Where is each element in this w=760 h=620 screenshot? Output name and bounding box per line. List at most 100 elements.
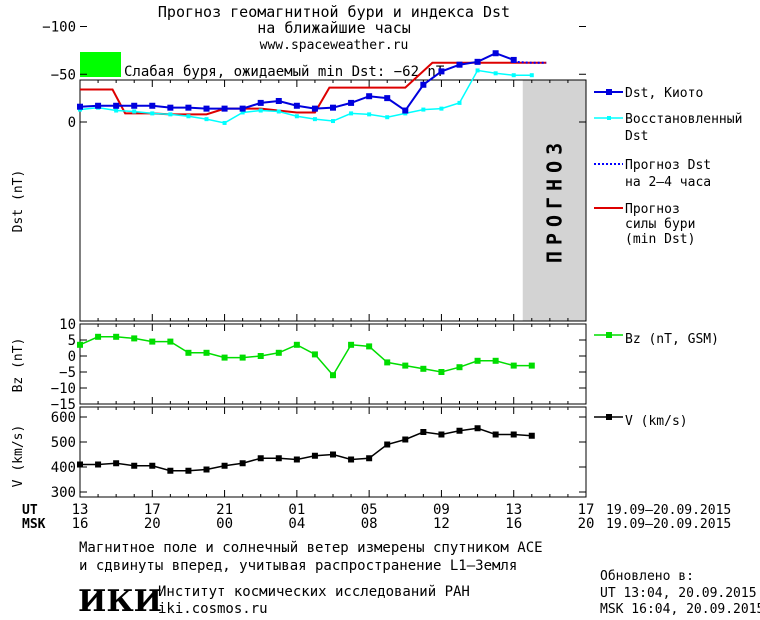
bz-point	[167, 338, 174, 345]
restored-dst-point	[150, 111, 155, 116]
y-tick-label: 0	[68, 349, 76, 365]
v-point	[528, 432, 535, 439]
v-point	[402, 436, 409, 443]
bz-point	[492, 357, 499, 364]
y-tick-label: −15	[51, 397, 76, 413]
v-point	[239, 460, 246, 467]
bz-point	[366, 343, 373, 350]
iki-logo: ИКИ	[78, 584, 162, 619]
ut-tick-label: 13	[505, 502, 522, 518]
dst-kyoto-point	[492, 50, 499, 57]
updated-ut: UT 13:04, 20.09.2015	[600, 586, 757, 601]
v-point	[257, 455, 264, 462]
v-point	[167, 467, 174, 474]
bz-point	[438, 369, 445, 375]
msk-tick-label: 16	[72, 516, 89, 532]
restored-dst-point	[475, 68, 480, 73]
dst-kyoto-point	[167, 104, 174, 111]
v-point	[330, 451, 336, 458]
dst-kyoto-point	[77, 103, 83, 110]
bz-point	[239, 354, 246, 361]
msk-tick-label: 16	[505, 516, 522, 532]
ut-tick-label: 01	[288, 502, 305, 518]
v-point	[420, 429, 427, 435]
footer-note-line2: и сдвинуты вперед, учитывая распростране…	[79, 558, 517, 574]
bz-point	[257, 353, 264, 359]
v-point	[77, 461, 83, 468]
dst-kyoto-point	[438, 68, 445, 75]
v-point	[492, 431, 499, 438]
v-point	[131, 462, 138, 469]
v-point	[203, 466, 210, 473]
legend-forecast: Прогноз Dst на 2–4 часа	[625, 158, 719, 190]
v-point	[438, 431, 445, 438]
dst-kyoto-point	[330, 104, 336, 111]
legend-dst-kyoto-marker	[606, 89, 612, 95]
bz-line	[79, 336, 532, 377]
dst-kyoto-point	[384, 95, 391, 102]
v-point	[311, 452, 318, 459]
bz-point	[456, 364, 463, 371]
restored-dst-point	[493, 71, 498, 76]
bz-point	[474, 357, 481, 364]
restored-dst-point	[186, 114, 191, 119]
v-point	[185, 467, 192, 474]
bz-point	[510, 362, 517, 369]
y-tick-label: 300	[51, 485, 76, 501]
bz-point	[528, 362, 535, 369]
v-point	[456, 427, 463, 434]
legend-v-marker	[606, 414, 612, 420]
storm-status-text: Слабая буря, ожидаемый min Dst: −62 nT	[124, 64, 445, 80]
legend-v: V (km/s)	[625, 414, 688, 429]
y-tick-label: 600	[51, 410, 76, 426]
updated-msk: MSK 16:04, 20.09.2015	[600, 602, 760, 617]
y-tick-label: 400	[51, 460, 76, 476]
restored-dst-point	[222, 120, 227, 125]
bz-point	[185, 349, 192, 356]
dst-kyoto-point	[239, 105, 246, 112]
storm-status-swatch	[80, 52, 121, 77]
restored-dst-point	[258, 108, 263, 113]
source-url[interactable]: www.spaceweather.ru	[260, 38, 409, 53]
dst-kyoto-point	[456, 61, 463, 68]
ut-tick-label: 05	[361, 502, 378, 518]
restored-dst-point	[385, 115, 390, 120]
ut-tick-label: 17	[578, 502, 595, 518]
dst-legend: Dst, Киото Восстановленный Dst Прогноз D…	[594, 86, 742, 247]
restored-dst-point	[457, 100, 462, 105]
forecast-band-label: ПРОГНОЗ	[542, 137, 566, 263]
dst-kyoto-point	[257, 99, 264, 106]
dst-kyoto-point	[131, 102, 138, 109]
title-line1: Прогноз геомагнитной бури и индекса Dst	[158, 3, 510, 21]
bz-ylabel: Bz (nT)	[11, 338, 26, 393]
bz-point	[330, 372, 336, 379]
y-tick-label: 5	[68, 333, 76, 349]
v-point	[474, 425, 481, 432]
bz-point	[203, 349, 210, 356]
v-point	[293, 456, 300, 463]
legend-dst-kyoto: Dst, Киото	[625, 86, 703, 101]
v-ylabel: V (km/s)	[11, 425, 26, 488]
title-line2: на ближайшие часы	[257, 19, 411, 37]
dst-kyoto-point	[348, 99, 355, 106]
v-point	[95, 461, 102, 468]
legend-storm: Прогноз силы бури (min Dst)	[625, 202, 703, 247]
dst-kyoto-point	[149, 102, 156, 109]
institute-site[interactable]: iki.cosmos.ru	[158, 601, 268, 617]
dst-kyoto-point	[293, 102, 300, 109]
bz-point	[95, 333, 102, 340]
y-tick-label: 0	[68, 115, 76, 131]
ut-tick-label: 09	[433, 502, 450, 518]
msk-row-label: MSK	[22, 517, 46, 532]
ut-tick-label: 17	[144, 502, 161, 518]
dst-kyoto-point	[113, 102, 120, 109]
dst-kyoto-point	[420, 81, 427, 88]
dst-kyoto-point	[402, 107, 409, 114]
footer-note-line1: Магнитное поле и солнечный ветер измерен…	[79, 540, 543, 556]
restored-dst-point	[312, 117, 317, 122]
bz-point	[293, 341, 300, 348]
dst-kyoto-point	[474, 58, 481, 65]
dst-kyoto-point	[366, 93, 373, 100]
restored-dst-point	[529, 73, 534, 78]
panel-frame-0	[79, 79, 587, 322]
